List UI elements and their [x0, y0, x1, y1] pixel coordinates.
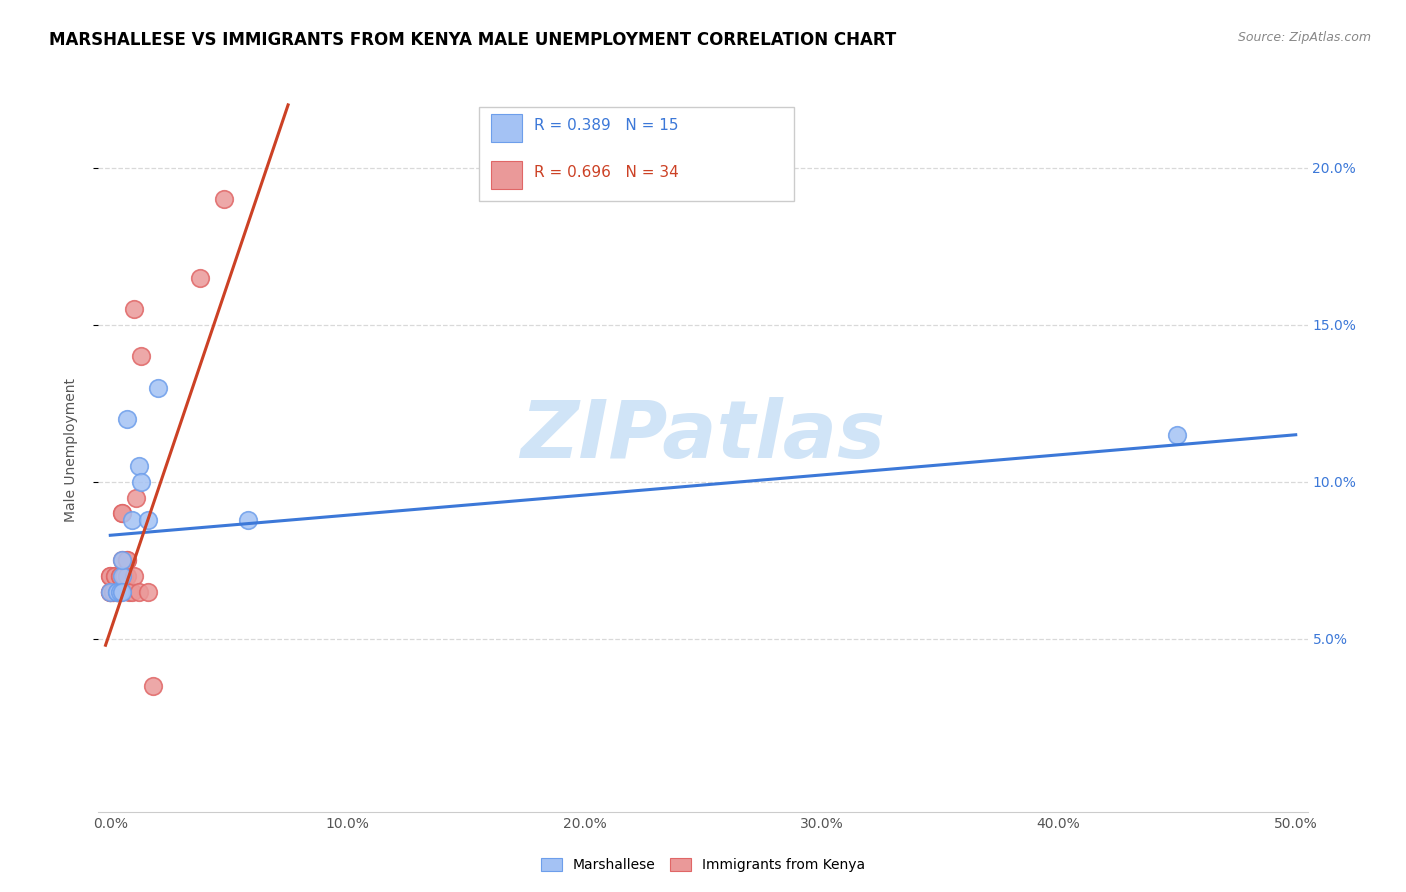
- Point: [108, 584, 131, 599]
- Point: [128, 584, 150, 599]
- Point: [105, 584, 128, 599]
- Point: [115, 553, 138, 567]
- Point: [98, 584, 121, 599]
- Point: [105, 584, 128, 599]
- Point: [125, 491, 148, 505]
- Point: [114, 569, 136, 583]
- Y-axis label: Male Unemployment: Male Unemployment: [63, 378, 77, 523]
- Point: [115, 412, 138, 426]
- Point: [111, 553, 134, 567]
- Point: [111, 506, 134, 520]
- Point: [146, 381, 169, 395]
- Text: ZIPatlas: ZIPatlas: [520, 397, 886, 475]
- Point: [136, 584, 159, 599]
- Point: [98, 584, 121, 599]
- Point: [105, 584, 128, 599]
- Point: [128, 459, 150, 474]
- Point: [115, 553, 138, 567]
- Point: [108, 569, 131, 583]
- Bar: [492, 114, 522, 142]
- Point: [121, 512, 143, 526]
- Point: [111, 553, 134, 567]
- Text: R = 0.389   N = 15: R = 0.389 N = 15: [534, 118, 678, 133]
- Point: [1166, 427, 1188, 442]
- Point: [122, 302, 145, 317]
- Point: [122, 569, 145, 583]
- Point: [118, 584, 141, 599]
- Point: [98, 569, 121, 583]
- Point: [115, 569, 138, 583]
- Point: [104, 569, 127, 583]
- Legend: Marshallese, Immigrants from Kenya: Marshallese, Immigrants from Kenya: [536, 853, 870, 878]
- Point: [105, 584, 128, 599]
- Point: [108, 584, 131, 599]
- Point: [236, 512, 259, 526]
- Point: [114, 569, 136, 583]
- Point: [129, 475, 152, 489]
- Point: [111, 506, 134, 520]
- Point: [212, 192, 235, 206]
- Point: [101, 584, 124, 599]
- Point: [136, 512, 159, 526]
- Point: [98, 569, 121, 583]
- Text: MARSHALLESE VS IMMIGRANTS FROM KENYA MALE UNEMPLOYMENT CORRELATION CHART: MARSHALLESE VS IMMIGRANTS FROM KENYA MAL…: [49, 31, 897, 49]
- Text: R = 0.696   N = 34: R = 0.696 N = 34: [534, 165, 679, 180]
- Point: [98, 584, 121, 599]
- Point: [190, 270, 212, 285]
- Point: [142, 679, 165, 693]
- Text: Source: ZipAtlas.com: Source: ZipAtlas.com: [1237, 31, 1371, 45]
- Point: [129, 349, 152, 363]
- Bar: [492, 161, 522, 188]
- FancyBboxPatch shape: [479, 107, 793, 202]
- Point: [104, 569, 127, 583]
- Point: [121, 584, 143, 599]
- Point: [108, 569, 131, 583]
- Point: [111, 584, 134, 599]
- Point: [111, 569, 134, 583]
- Point: [101, 584, 124, 599]
- Point: [105, 584, 128, 599]
- Point: [98, 584, 121, 599]
